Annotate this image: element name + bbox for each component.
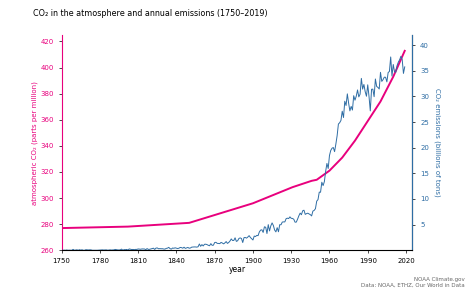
Text: CO₂ in the atmosphere and annual emissions (1750–2019): CO₂ in the atmosphere and annual emissio… xyxy=(33,9,268,18)
X-axis label: year: year xyxy=(228,265,246,274)
Y-axis label: CO₂ emissions (billions of tons): CO₂ emissions (billions of tons) xyxy=(434,88,440,197)
Text: NOAA Climate.gov
Data: NOAA, ETHZ, Our World in Data: NOAA Climate.gov Data: NOAA, ETHZ, Our W… xyxy=(361,277,465,288)
Y-axis label: atmospheric CO₂ (parts per million): atmospheric CO₂ (parts per million) xyxy=(31,81,38,205)
